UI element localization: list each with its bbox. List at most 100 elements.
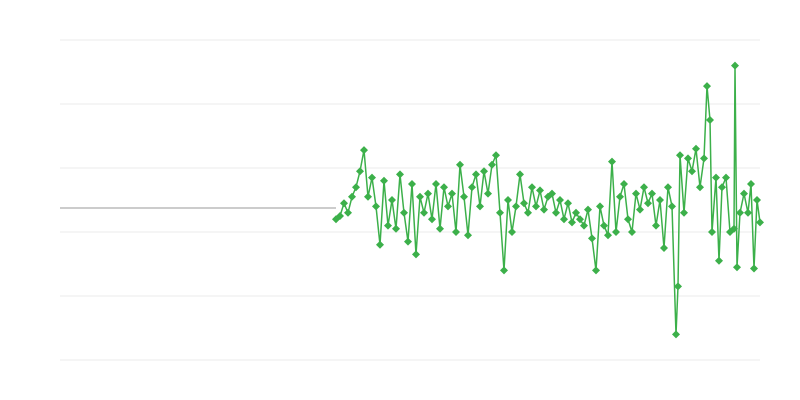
point [356, 167, 364, 176]
point [628, 228, 636, 236]
point [376, 240, 384, 249]
point [344, 208, 352, 217]
point [472, 170, 480, 179]
point [608, 157, 616, 166]
point [747, 180, 755, 188]
point [740, 189, 748, 198]
point [380, 176, 388, 185]
point [360, 146, 368, 155]
point [656, 196, 664, 204]
point [652, 221, 660, 230]
point [703, 82, 711, 91]
point [624, 215, 632, 224]
point [692, 144, 700, 153]
point [674, 282, 682, 291]
point [676, 151, 684, 160]
point [408, 180, 416, 188]
point [368, 173, 376, 182]
point [452, 228, 460, 236]
point [552, 208, 560, 217]
point [340, 199, 348, 208]
point [476, 202, 484, 211]
point [620, 180, 628, 188]
point [580, 221, 588, 230]
point [504, 196, 512, 204]
point [731, 61, 739, 70]
point [388, 196, 396, 204]
point [492, 151, 500, 160]
point [672, 330, 680, 339]
point [744, 208, 752, 217]
point [700, 154, 708, 163]
point [636, 205, 644, 214]
point [536, 186, 544, 195]
point [632, 189, 640, 198]
point [444, 202, 452, 211]
point [668, 202, 676, 211]
point [696, 183, 704, 192]
point [680, 208, 688, 217]
point [648, 189, 656, 198]
point [532, 202, 540, 211]
point [556, 196, 564, 204]
point [384, 221, 392, 230]
point [753, 196, 761, 204]
point [496, 208, 504, 217]
point [484, 189, 492, 198]
point [440, 183, 448, 192]
point [480, 167, 488, 176]
point [750, 264, 758, 273]
point [348, 192, 356, 201]
point [508, 228, 516, 236]
point [336, 212, 344, 220]
point [528, 183, 536, 192]
point [718, 183, 726, 192]
point [730, 224, 738, 233]
point [708, 228, 716, 236]
point [596, 202, 604, 211]
point [436, 224, 444, 233]
point [516, 170, 524, 179]
point [416, 192, 424, 201]
point [640, 183, 648, 192]
point [684, 154, 692, 163]
point [756, 218, 764, 227]
point [540, 205, 548, 214]
point [712, 173, 720, 182]
point [560, 215, 568, 224]
point [612, 228, 620, 236]
point [588, 234, 596, 243]
point [592, 266, 600, 275]
point [352, 183, 360, 192]
point [396, 170, 404, 179]
point [400, 208, 408, 217]
point [604, 231, 612, 240]
point [660, 244, 668, 252]
point [432, 180, 440, 188]
point [364, 192, 372, 201]
point [500, 266, 508, 275]
series-line [335, 65, 761, 335]
point [512, 202, 520, 211]
point [448, 189, 456, 198]
point [460, 192, 468, 201]
point [664, 183, 672, 192]
point [616, 192, 624, 201]
point [524, 208, 532, 217]
point [456, 160, 464, 169]
point [372, 202, 380, 211]
point [564, 199, 572, 208]
point [733, 263, 741, 272]
point [412, 250, 420, 259]
point [548, 189, 556, 198]
point [404, 237, 412, 246]
point [424, 189, 432, 198]
point [428, 215, 436, 224]
point [468, 183, 476, 192]
point [520, 199, 528, 208]
point [488, 160, 496, 169]
point [464, 231, 472, 240]
point [600, 221, 608, 230]
